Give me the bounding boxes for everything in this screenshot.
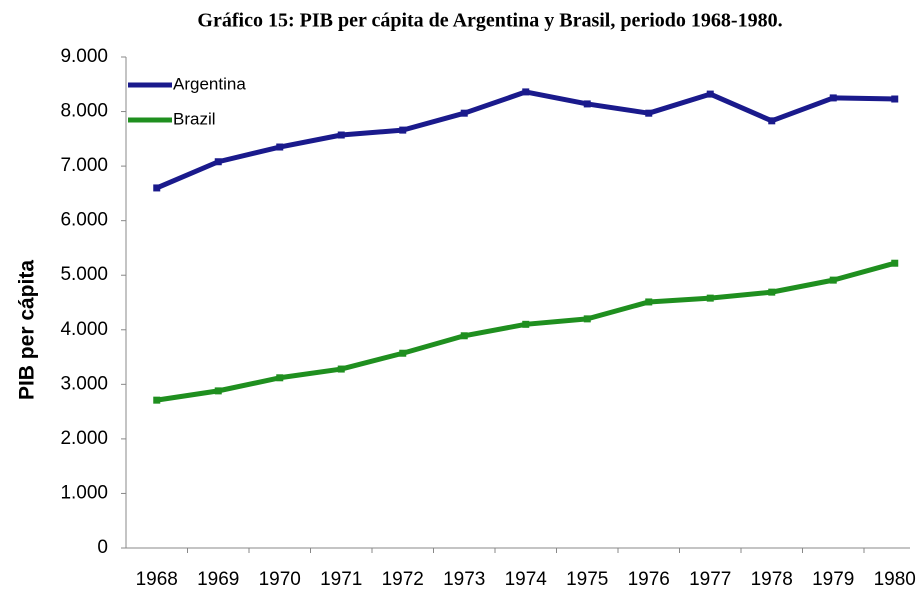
y-tick-label: 7.000: [60, 155, 108, 176]
series-line: [156, 260, 896, 403]
x-tick-label: 1974: [505, 569, 548, 590]
x-tick-label: 1969: [197, 569, 239, 590]
point-marker: [583, 100, 591, 108]
x-tick-label: 1977: [689, 569, 731, 590]
point-marker: [276, 374, 284, 382]
series-line: [155, 89, 895, 191]
y-tick-label: 0: [97, 537, 108, 558]
point-marker: [522, 88, 530, 96]
x-tick-label: 1973: [443, 569, 485, 590]
x-tick-label: 1980: [874, 569, 916, 590]
point-marker: [460, 332, 468, 340]
point-marker: [706, 90, 714, 98]
y-tick-label: 3.000: [60, 373, 108, 394]
point-marker: [214, 158, 222, 166]
point-marker: [891, 259, 899, 267]
point-marker: [768, 288, 776, 296]
point-marker: [829, 94, 837, 102]
point-marker: [768, 117, 776, 125]
point-marker: [276, 143, 284, 151]
chart-title: Gráfico 15: PIB per cápita de Argentina …: [197, 10, 782, 32]
y-axis-label: PIB per cápita: [16, 260, 39, 400]
x-tick-label: 1979: [812, 569, 854, 590]
x-tick-label: 1975: [566, 569, 608, 590]
point-marker: [891, 95, 899, 103]
point-marker: [522, 320, 530, 328]
y-tick-label: 5.000: [60, 264, 108, 285]
legend-label: Argentina: [173, 74, 246, 93]
y-tick-label: 6.000: [60, 210, 108, 231]
y-tick-label: 4.000: [60, 319, 108, 340]
y-tick-label: 8.000: [60, 101, 108, 122]
x-tick-label: 1976: [628, 569, 670, 590]
x-tick-label: 1970: [259, 569, 301, 590]
point-marker: [460, 109, 468, 117]
point-marker: [337, 365, 345, 373]
x-tick-label: 1972: [382, 569, 424, 590]
x-tick-label: 1968: [136, 569, 178, 590]
point-marker: [399, 349, 407, 357]
point-marker: [645, 298, 653, 306]
y-tick-label: 1.000: [60, 482, 108, 503]
point-marker: [153, 184, 161, 192]
y-tick-label: 9.000: [60, 46, 108, 67]
point-marker: [153, 396, 161, 404]
point-marker: [829, 276, 837, 284]
point-marker: [706, 294, 714, 302]
point-marker: [399, 126, 407, 134]
point-marker: [214, 387, 222, 395]
y-tick-label: 2.000: [60, 428, 108, 449]
x-tick-label: 1978: [751, 569, 793, 590]
point-marker: [337, 131, 345, 139]
x-tick-label: 1971: [320, 569, 362, 590]
point-marker: [645, 109, 653, 117]
point-marker: [583, 315, 591, 323]
legend-label: Brazil: [173, 109, 216, 128]
